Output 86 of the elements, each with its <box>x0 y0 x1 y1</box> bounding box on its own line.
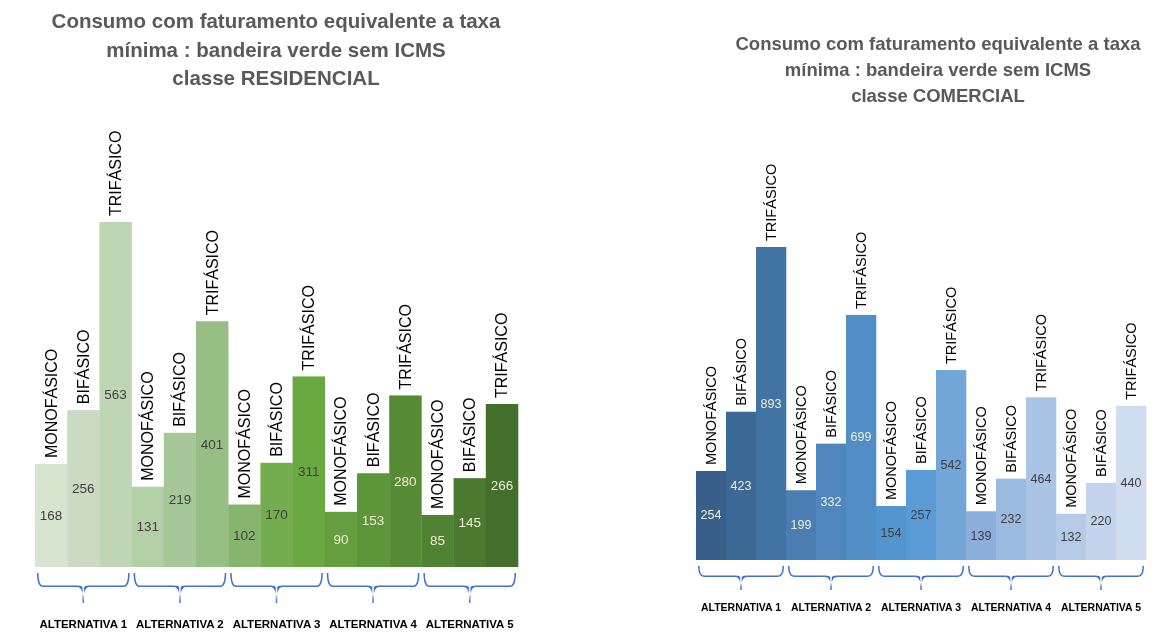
bar <box>1086 482 1117 560</box>
data-label: 139 <box>970 528 992 543</box>
bar <box>163 432 197 567</box>
x-tick-label: ALTERNATIVA 4 <box>970 601 1052 613</box>
text: MONOFÁSICO <box>973 406 989 506</box>
data-label: 220 <box>1090 514 1112 529</box>
text: MONOFÁSICO <box>42 348 60 459</box>
data-label: 563 <box>104 387 127 402</box>
text: BIFÁSICO <box>733 338 749 406</box>
bar <box>726 411 757 560</box>
data-label: 257 <box>910 507 932 522</box>
data-label: 311 <box>297 464 320 480</box>
text: BIFÁSICO <box>1003 405 1019 473</box>
data-label: 145 <box>458 515 481 531</box>
text: TRIFÁSICO <box>1123 322 1139 400</box>
data-label: 154 <box>880 526 902 541</box>
text: BIFÁSICO <box>1093 409 1109 477</box>
text: BIFÁSICO <box>461 397 479 473</box>
data-label: 464 <box>1030 471 1052 486</box>
x-tick-label: ALTERNATIVA 4 <box>329 618 418 630</box>
chart-title: Consumo com faturamento equivalente a taxa mínima : bandeira verde sem ICMS classe RESIDENCIAL <box>51 9 502 89</box>
text: MONOFÁSICO <box>793 385 809 485</box>
bar <box>35 464 68 567</box>
bar <box>260 462 293 567</box>
text: TRIFÁSICO <box>1033 314 1049 392</box>
data-label: 542 <box>940 458 962 473</box>
data-label: 440 <box>1120 475 1142 490</box>
x-tick-label: ALTERNATIVA 5 <box>1060 601 1142 613</box>
x-tick-label: ALTERNATIVA 2 <box>136 618 224 630</box>
text: MONOFÁSICO <box>883 400 899 501</box>
bar <box>228 504 261 567</box>
data-label: 232 <box>1000 512 1022 527</box>
x-tick-label: ALTERNATIVA 3 <box>232 618 321 630</box>
x-tick-label: ALTERNATIVA 1 <box>700 601 782 613</box>
text: TRIFÁSICO <box>943 286 959 365</box>
data-label: 254 <box>700 508 722 523</box>
data-label: 168 <box>39 508 63 524</box>
bar <box>936 370 967 560</box>
data-label: 332 <box>820 494 842 509</box>
x-tick-label: ALTERNATIVA 5 <box>425 618 515 630</box>
text: TRIFÁSICO <box>300 285 318 371</box>
text: MONOFÁSICO <box>1063 408 1079 508</box>
data-label: 132 <box>1060 529 1082 544</box>
data-label: 219 <box>168 492 192 508</box>
text: MONOFÁSICO <box>332 396 350 506</box>
data-label: 199 <box>790 518 812 533</box>
bar <box>996 478 1027 560</box>
data-label: 266 <box>490 478 514 493</box>
data-label: 423 <box>730 478 752 493</box>
text: TRIFÁSICO <box>493 312 511 398</box>
data-label: 699 <box>850 430 872 445</box>
x-tick-label: ALTERNATIVA 1 <box>39 618 128 630</box>
text: MONOFÁSICO <box>703 365 719 465</box>
data-label: 280 <box>394 473 417 489</box>
data-label: 401 <box>200 436 224 452</box>
text: BIFÁSICO <box>73 329 92 405</box>
data-label: 90 <box>333 531 349 547</box>
text: MONOFÁSICO <box>235 389 253 499</box>
text: BIFÁSICO <box>913 396 929 464</box>
text: BIFÁSICO <box>268 382 285 457</box>
bar <box>1116 405 1147 560</box>
text: MONOFÁSICO <box>139 371 157 481</box>
text: MONOFÁSICO <box>428 399 446 509</box>
data-label: 131 <box>136 519 159 535</box>
data-label: 256 <box>72 481 95 497</box>
text: BIFÁSICO <box>364 392 382 468</box>
text: TRIFÁSICO <box>763 163 779 241</box>
data-label: 102 <box>233 528 256 544</box>
x-tick-label: ALTERNATIVA 2 <box>790 601 872 613</box>
text: BIFÁSICO <box>823 369 839 438</box>
text: TRIFÁSICO <box>396 304 414 390</box>
data-label: 153 <box>361 512 385 528</box>
text: TRIFÁSICO <box>203 229 221 316</box>
chart-title: Consumo com faturamento equivalente a taxa mínima : bandeira verde sem ICMS classe COMERCIAL <box>735 33 1142 106</box>
data-label: 170 <box>265 507 288 523</box>
data-label: 893 <box>760 396 782 411</box>
x-tick-label: ALTERNATIVA 3 <box>880 601 962 613</box>
bar <box>756 247 787 560</box>
text: TRIFÁSICO <box>853 231 869 309</box>
bar <box>696 470 727 560</box>
bar <box>131 486 165 567</box>
data-label: 85 <box>429 533 446 549</box>
bar <box>966 511 997 560</box>
text: TRIFÁSICO <box>106 130 124 216</box>
text: BIFÁSICO <box>171 352 189 427</box>
bar <box>196 321 229 567</box>
